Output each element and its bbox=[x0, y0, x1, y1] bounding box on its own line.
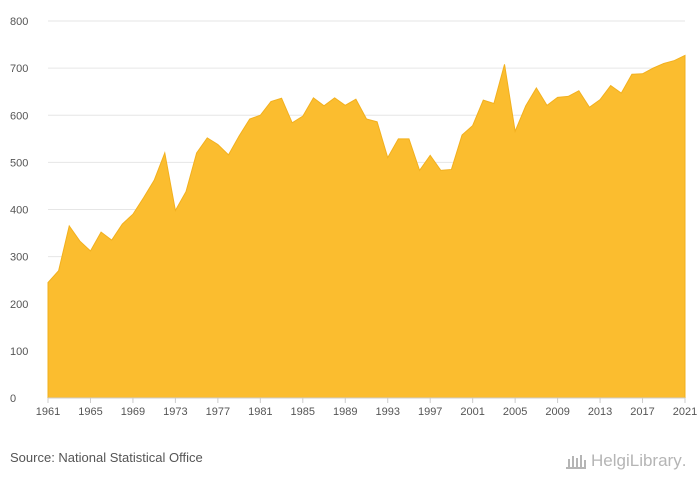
x-tick-label: 1981 bbox=[248, 406, 272, 418]
y-tick-label: 700 bbox=[10, 63, 28, 75]
x-tick-label: 1985 bbox=[291, 406, 315, 418]
logo-dot: . bbox=[681, 451, 687, 470]
x-tick-label: 2009 bbox=[545, 406, 569, 418]
x-tick-label: 2005 bbox=[503, 406, 527, 418]
source-note: Source: National Statistical Office bbox=[10, 450, 203, 465]
y-tick-label: 600 bbox=[10, 110, 28, 122]
y-tick-label: 100 bbox=[10, 346, 28, 358]
y-axis-tick-labels: 0 100 200 300 400 500 600 700 800 bbox=[10, 16, 28, 405]
x-tick-label: 2001 bbox=[460, 406, 484, 418]
area-fill bbox=[47, 54, 686, 399]
x-tick-label: 1961 bbox=[36, 406, 60, 418]
y-tick-label: 400 bbox=[10, 205, 28, 217]
x-tick-label: 1989 bbox=[333, 406, 357, 418]
y-tick-label: 300 bbox=[10, 252, 28, 264]
y-tick-label: 0 bbox=[10, 393, 16, 405]
x-tick-label: 1977 bbox=[206, 406, 230, 418]
helgilibrary-logo[interactable]: HelgiLibrary. bbox=[565, 450, 686, 472]
x-tick-label: 2021 bbox=[673, 406, 697, 418]
x-tick-label: 2013 bbox=[588, 406, 612, 418]
x-axis bbox=[47, 397, 686, 403]
x-tick-label: 1973 bbox=[163, 406, 187, 418]
x-tick-label: 1993 bbox=[375, 406, 399, 418]
library-building-icon bbox=[566, 455, 586, 469]
x-tick-label: 1969 bbox=[121, 406, 145, 418]
logo-text: HelgiLibrary bbox=[591, 451, 682, 470]
x-tick-label: 2017 bbox=[630, 406, 654, 418]
x-tick-label: 1965 bbox=[78, 406, 102, 418]
y-tick-label: 200 bbox=[10, 299, 28, 311]
y-tick-label: 500 bbox=[10, 157, 28, 169]
y-tick-label: 800 bbox=[10, 16, 28, 28]
area-series bbox=[47, 54, 686, 399]
x-tick-label: 1997 bbox=[418, 406, 442, 418]
x-axis-tick-labels: 1961 1965 1969 1973 1977 1981 1985 1989 1993 1997… bbox=[36, 406, 697, 418]
